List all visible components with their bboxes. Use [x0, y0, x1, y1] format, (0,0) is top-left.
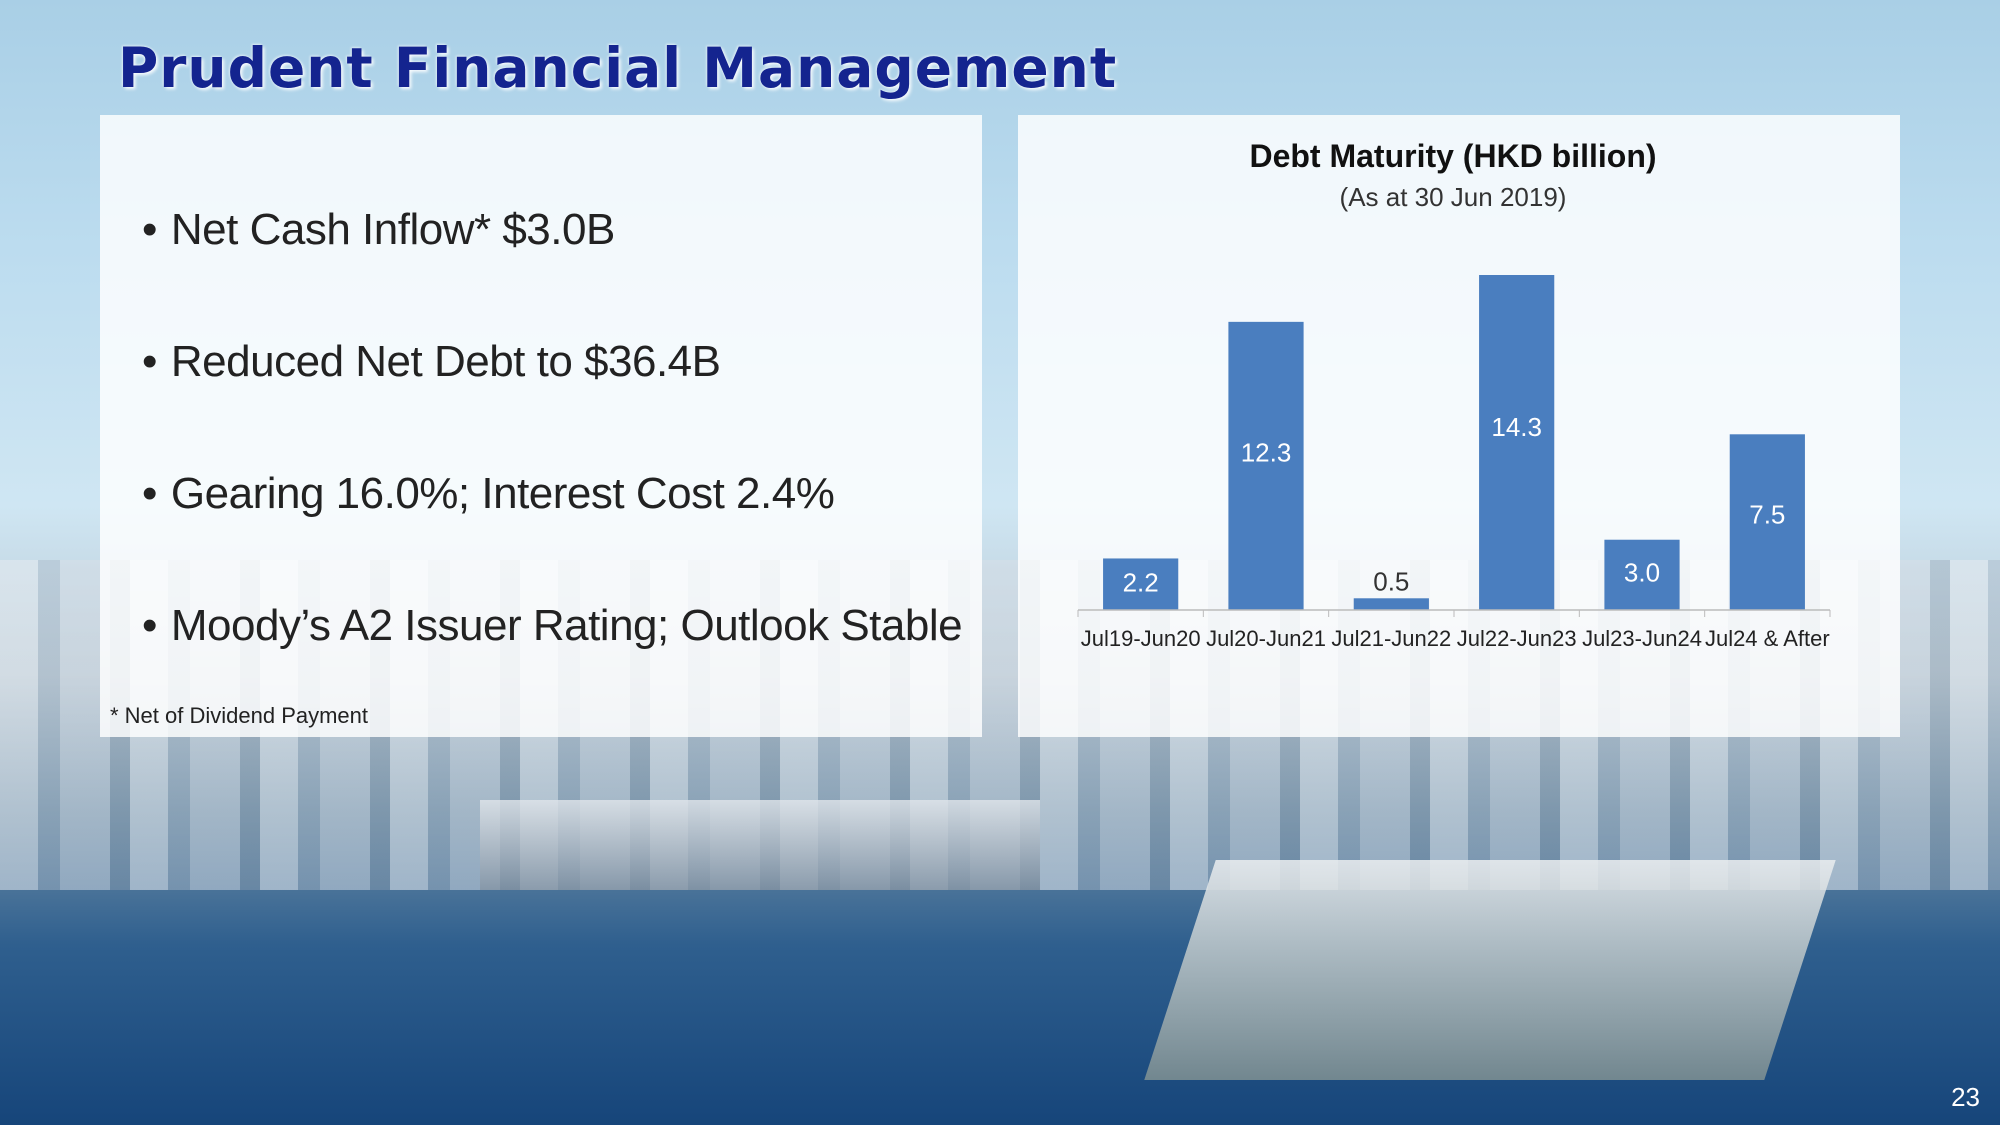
value-label: 14.3: [1491, 412, 1542, 442]
footnote: * Net of Dividend Payment: [110, 703, 369, 728]
bullet-item: • Reduced Net Debt to $36.4B: [142, 327, 962, 459]
background-pier-right: [1144, 860, 1836, 1080]
bullet-dot-icon: •: [142, 337, 157, 386]
value-label: 2.2: [1123, 568, 1159, 598]
x-tick-label: Jul22-Jun23: [1457, 626, 1577, 651]
bullet-text: Moody’s A2 Issuer Rating; Outlook Stable: [170, 601, 963, 650]
bar-3: [1479, 275, 1555, 610]
bullet-dot-icon: •: [142, 601, 157, 650]
bullet-dot-icon: •: [142, 205, 157, 254]
bullet-dot-icon: •: [142, 469, 157, 518]
value-label: 12.3: [1241, 438, 1292, 468]
background-pier-left: [480, 800, 1040, 890]
debt-maturity-chart: Debt Maturity (HKD billion) (As at 30 Ju…: [1077, 138, 1831, 651]
bullet-item: • Moody’s A2 Issuer Rating; Outlook Stabl…: [142, 591, 963, 723]
value-label: 0.5: [1373, 566, 1409, 596]
x-tick-group: Jul19-Jun20 Jul20-Jun21 Jul21-Jun22 Jul22-J…: [1077, 610, 1831, 651]
bullet-list: • Net Cash Inflow* $3.0B • Reduced Net Deb…: [142, 195, 963, 723]
chart-title: Debt Maturity (HKD billion): [1249, 138, 1656, 174]
value-label: 3.0: [1624, 557, 1660, 587]
x-tick-label: Jul20-Jun21: [1206, 626, 1326, 651]
bullet-text: Net Cash Inflow* $3.0B: [170, 205, 615, 254]
page-number: 23: [1951, 1082, 1980, 1112]
bar-1: [1228, 321, 1304, 610]
x-tick-label: Jul19-Jun20: [1081, 626, 1201, 651]
bullet-text: Gearing 16.0%; Interest Cost 2.4%: [170, 469, 835, 518]
bullets-panel: • Net Cash Inflow* $3.0B • Reduced Net Deb…: [100, 115, 982, 737]
bullet-item: • Net Cash Inflow* $3.0B: [142, 195, 962, 327]
x-tick-label: Jul24 & After: [1705, 626, 1830, 651]
bar-5: [1729, 434, 1805, 610]
slide-title: Prudent Financial Management: [118, 36, 1118, 100]
x-tick-label: Jul21-Jun22: [1331, 626, 1451, 651]
bar-group: [1103, 275, 1805, 610]
bar-4: [1604, 539, 1680, 610]
value-label-group: 2.2 12.3 0.5 14.3 3.0 7.5: [1123, 412, 1786, 598]
chart-panel: Debt Maturity (HKD billion) (As at 30 Ju…: [1018, 115, 1900, 737]
bullet-item: • Gearing 16.0%; Interest Cost 2.4%: [142, 459, 962, 591]
chart-subtitle: (As at 30 Jun 2019): [1340, 182, 1567, 212]
x-tick-label: Jul23-Jun24: [1582, 626, 1702, 651]
bar-0: [1103, 558, 1179, 610]
bar-2: [1353, 598, 1429, 610]
value-label: 7.5: [1749, 499, 1785, 529]
bullet-text: Reduced Net Debt to $36.4B: [170, 337, 721, 386]
